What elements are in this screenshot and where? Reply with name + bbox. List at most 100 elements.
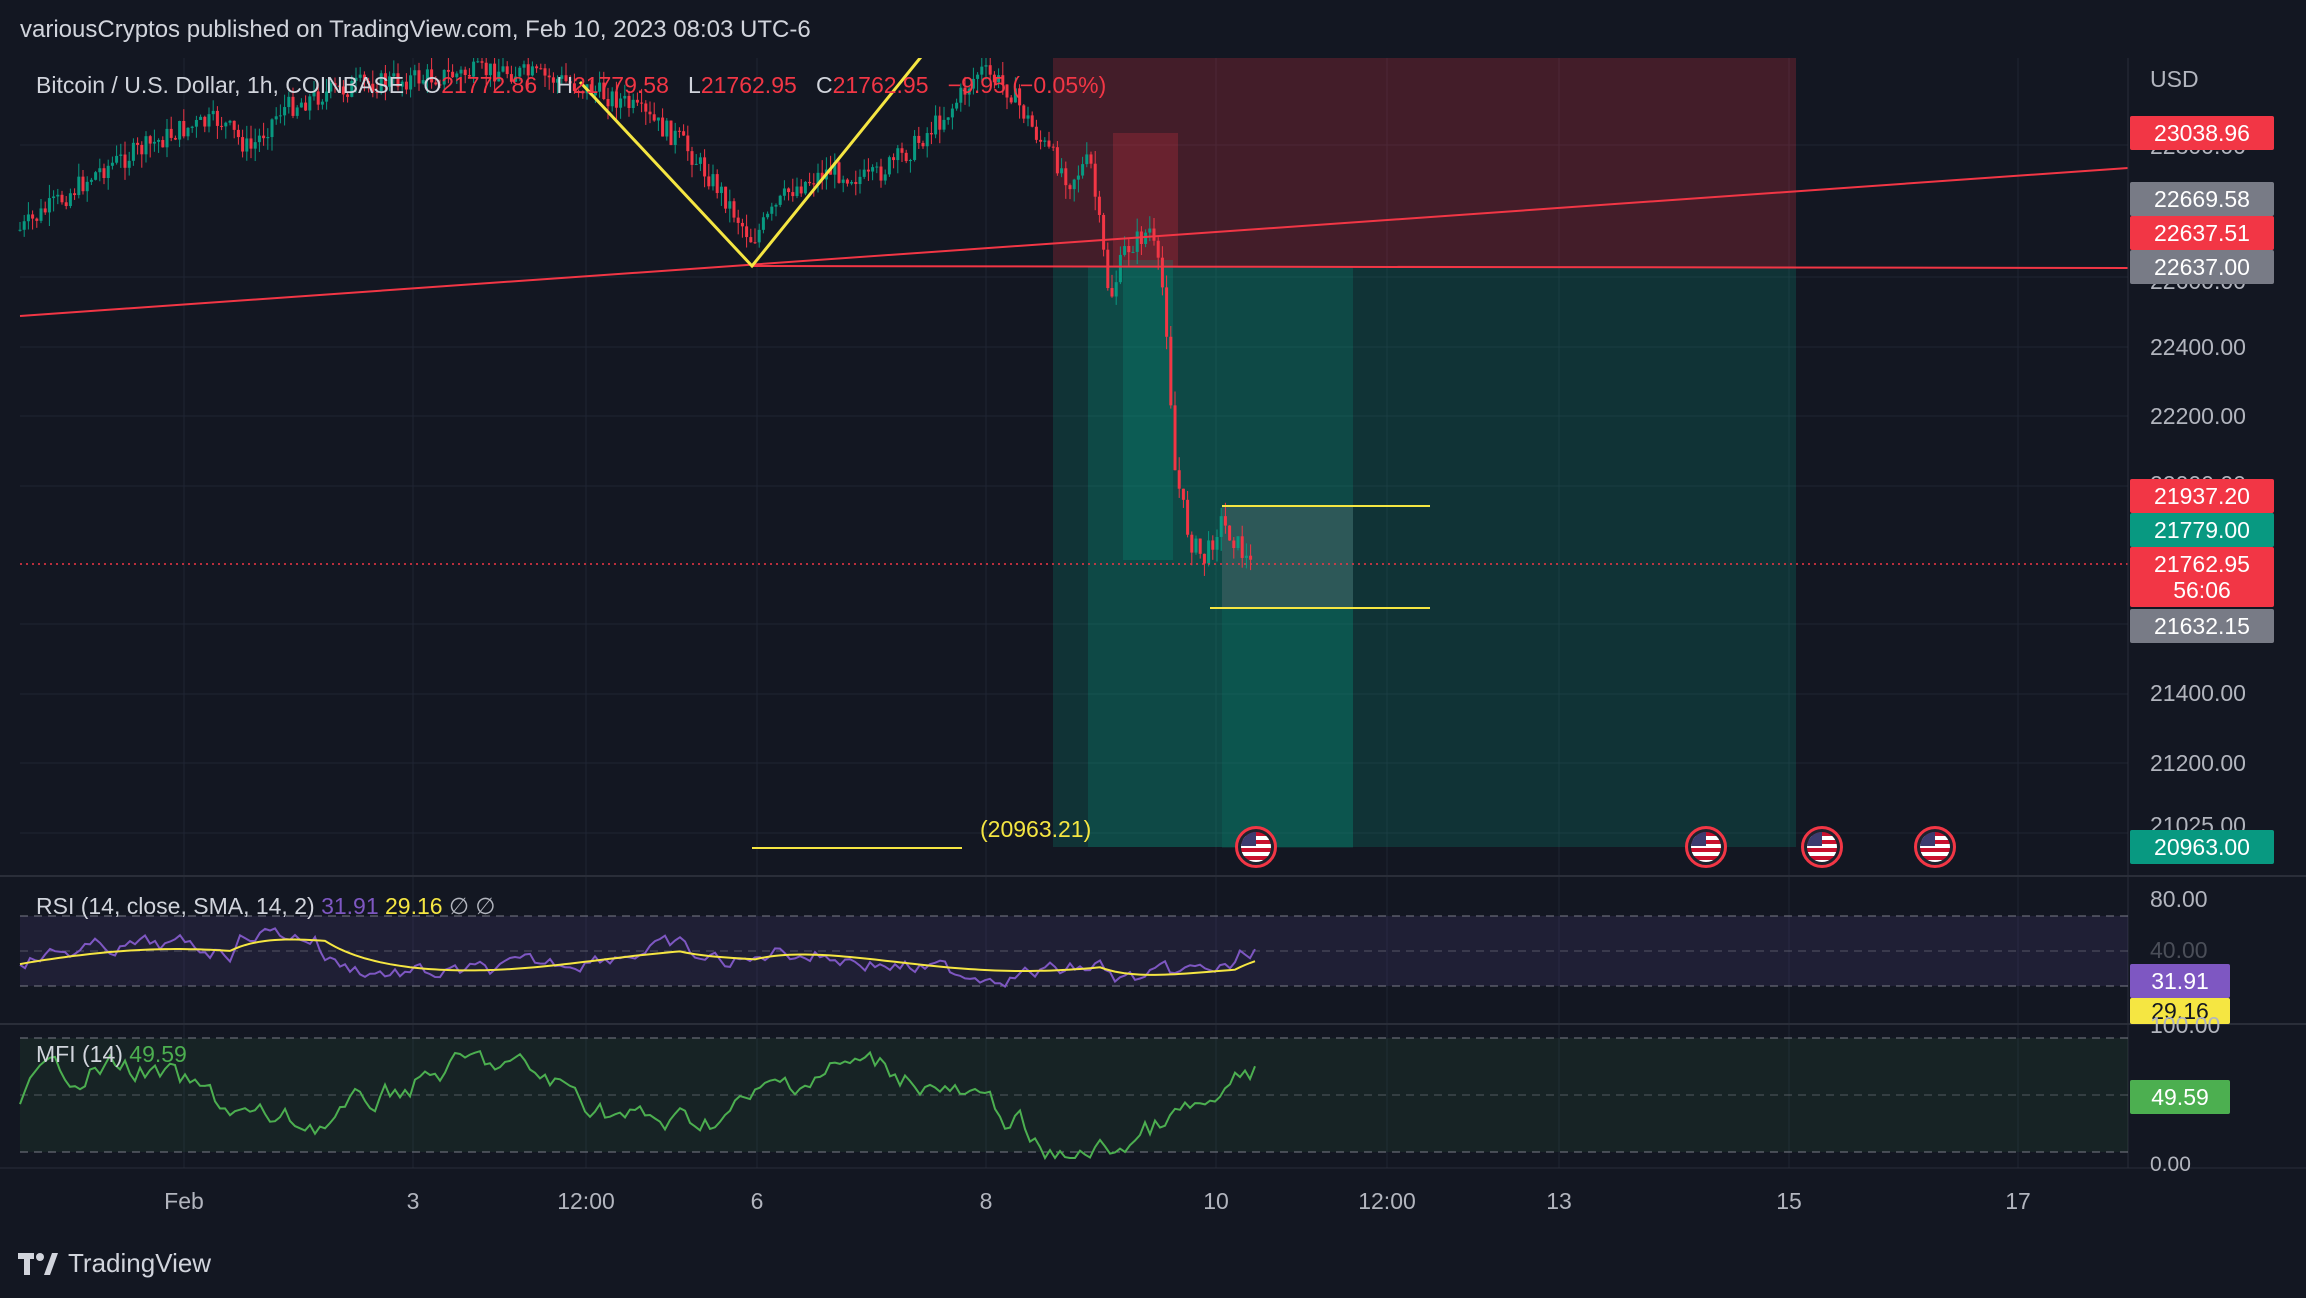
last-price-tag[interactable]: 21762.95 56:06 — [2130, 547, 2274, 607]
candle-body — [85, 181, 89, 192]
position-reward-zone[interactable] — [1053, 267, 1796, 847]
candle-body — [992, 74, 996, 83]
rsi-line[interactable] — [19, 927, 1256, 989]
candle-body — [497, 71, 501, 82]
price-tag[interactable]: 22637.51 — [2130, 216, 2274, 250]
low-label: L — [688, 72, 701, 98]
rsi-sma-value: 29.16 — [385, 893, 443, 919]
mfi-label[interactable]: MFI (14) — [36, 1041, 123, 1067]
price-tag[interactable]: 21632.15 — [2130, 609, 2274, 643]
candle-body — [270, 119, 274, 138]
currency-label[interactable]: USD — [2150, 66, 2199, 92]
rsi-legend[interactable]: RSI (14, close, SMA, 14, 2) 31.91 29.16 … — [36, 893, 495, 920]
us-flag-icon[interactable] — [1235, 826, 1277, 868]
mfi-value-tag[interactable]: 49.59 — [2130, 1080, 2230, 1114]
us-flag-icon[interactable] — [1801, 826, 1843, 868]
candle-body — [614, 91, 618, 108]
candle-body — [682, 131, 686, 136]
price-tag[interactable]: 23038.96 — [2130, 116, 2274, 150]
us-flag-icon[interactable] — [1914, 826, 1956, 868]
candle-body — [589, 84, 593, 96]
candle-body — [1064, 168, 1068, 186]
rsi-sma-line[interactable] — [19, 938, 1256, 976]
candle-body — [669, 120, 673, 145]
candle-body — [1093, 163, 1097, 197]
price-axis-label: 21200.00 — [2150, 750, 2246, 776]
symbol-legend[interactable]: Bitcoin / U.S. Dollar, 1h, COINBASE O217… — [36, 72, 1106, 99]
candle-body — [505, 66, 509, 75]
candle-body — [1169, 336, 1173, 406]
candle-body — [228, 120, 232, 123]
target-annotation[interactable]: (20963.21) — [980, 816, 1092, 842]
candle-body — [770, 206, 774, 214]
mfi-value: 49.59 — [129, 1041, 187, 1067]
candle-body — [698, 157, 702, 164]
candle-body — [984, 65, 988, 67]
candle-body — [1110, 288, 1114, 297]
range-box[interactable] — [1222, 506, 1353, 608]
rsi-value-tag[interactable]: 31.91 — [2130, 964, 2230, 998]
candle-body — [211, 110, 215, 115]
bar-countdown: 56:06 — [2173, 577, 2231, 603]
candle-body — [568, 81, 572, 84]
price-tag[interactable]: 22669.58 — [2130, 182, 2274, 216]
candle-body — [375, 91, 379, 93]
mfi-line[interactable] — [19, 1049, 1256, 1161]
candle-body — [661, 117, 665, 137]
price-tag[interactable]: 22637.00 — [2130, 250, 2274, 284]
candle-body — [31, 214, 35, 219]
candle-body — [812, 183, 816, 185]
price-tag[interactable]: 21937.20 — [2130, 479, 2274, 513]
candle-body — [1081, 164, 1085, 176]
candle-body — [732, 201, 736, 218]
published-info: variousCryptos published on TradingView.… — [20, 16, 811, 43]
mfi-legend[interactable]: MFI (14) 49.59 — [36, 1041, 187, 1068]
open-label: O — [423, 72, 442, 98]
candle-body — [1068, 185, 1072, 190]
candle-body — [551, 77, 555, 83]
rising-trendline[interactable] — [19, 167, 2129, 317]
mfi-axis-top: 100.00 — [2150, 1012, 2221, 1038]
candle-body — [711, 174, 715, 187]
candle-body — [388, 76, 392, 87]
candle-body — [543, 68, 547, 76]
candle-body — [119, 154, 123, 156]
mfi-axis-bottom: 0.00 — [2150, 1153, 2191, 1176]
time-axis-label: 6 — [750, 1188, 764, 1214]
candle-body — [1102, 214, 1106, 250]
candle-body — [152, 141, 156, 144]
w-pattern-line[interactable] — [578, 51, 927, 269]
neckline[interactable] — [751, 265, 2129, 269]
candle-body — [472, 61, 476, 77]
candle-body — [913, 135, 917, 160]
candle-body — [1173, 405, 1177, 471]
price-tag[interactable]: 20963.00 — [2130, 830, 2274, 864]
symbol-name[interactable]: Bitcoin / U.S. Dollar, 1h, COINBASE — [36, 72, 405, 98]
candle-body — [236, 129, 240, 138]
candle-body — [686, 135, 690, 152]
position-reward-zone-inner — [1088, 267, 1353, 847]
candle-body — [417, 70, 421, 84]
candle-body — [325, 91, 329, 102]
candle-body — [1207, 540, 1211, 564]
time-axis-label: 10 — [1203, 1188, 1229, 1214]
position-risk-zone[interactable] — [1053, 52, 1796, 267]
rsi-label[interactable]: RSI (14, close, SMA, 14, 2) — [36, 893, 315, 919]
candle-body — [182, 120, 186, 137]
price-tag[interactable]: 21779.00 — [2130, 513, 2274, 547]
us-flag-icon[interactable] — [1685, 826, 1727, 868]
rsi-sma-tag[interactable]: 29.16 — [2130, 998, 2230, 1024]
chart-grid — [20, 52, 2128, 1168]
candle-body — [547, 75, 551, 78]
candle-body — [1060, 168, 1064, 174]
footer-brand[interactable]: TradingView — [18, 1248, 211, 1279]
candle-body — [1018, 88, 1022, 106]
candle-body — [455, 73, 459, 78]
candle-body — [451, 71, 455, 78]
candle-body — [341, 86, 345, 95]
candle-body — [266, 137, 270, 139]
candle-body — [1055, 147, 1059, 174]
position-reward-zone-inner2 — [1123, 260, 1173, 560]
